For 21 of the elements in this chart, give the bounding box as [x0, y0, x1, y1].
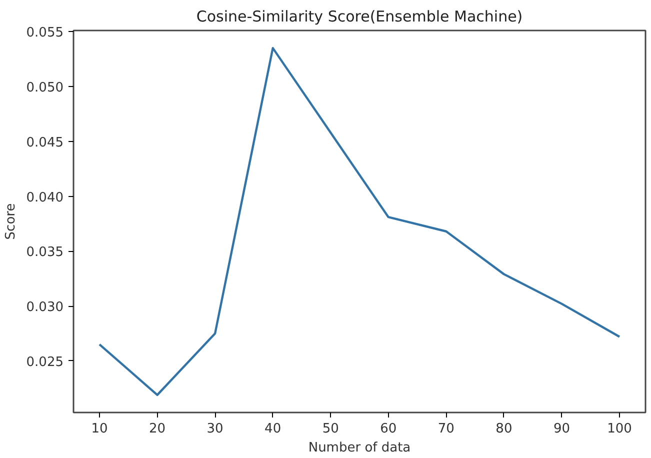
line-series — [98, 46, 621, 396]
x-tick-label: 50 — [322, 422, 339, 436]
x-axis-title: Number of data — [308, 440, 411, 456]
y-tick-label: 0.045 — [26, 135, 64, 150]
x-tick-label: 70 — [438, 422, 454, 436]
x-tick-label: 60 — [380, 422, 397, 436]
y-tick-label: 0.025 — [26, 354, 64, 370]
x-tick-label: 20 — [149, 422, 166, 436]
x-tick-label: 40 — [264, 422, 282, 436]
x-tick-label: 80 — [496, 422, 512, 436]
chart-title: Cosine-Similarity Score(Ensemble Machine) — [196, 8, 523, 26]
y-tick-label: 0.035 — [26, 245, 64, 260]
y-tick-label: 0.030 — [26, 300, 64, 316]
y-tick-label: 0.050 — [26, 80, 64, 96]
y-tick-label: 0.040 — [26, 190, 64, 206]
x-tick-label: 100 — [607, 422, 632, 436]
y-axis-title: Score — [3, 203, 18, 240]
y-tick-label: 0.055 — [26, 26, 64, 41]
x-tick-label: 10 — [91, 422, 108, 436]
x-tick-label: 90 — [553, 422, 570, 436]
x-tick-label: 30 — [206, 422, 224, 436]
